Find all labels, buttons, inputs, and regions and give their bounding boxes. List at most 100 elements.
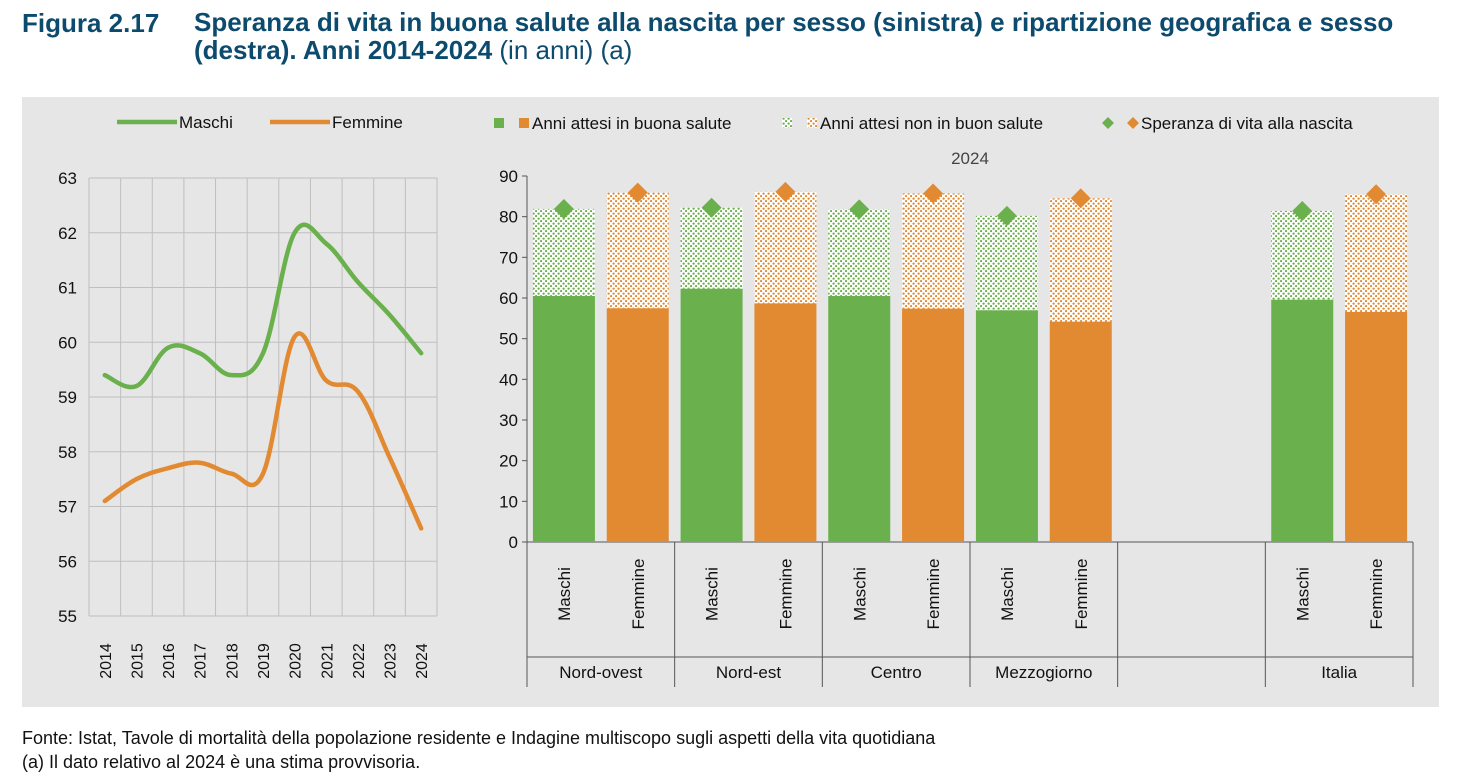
bar-legend-swatch-maschi — [494, 118, 504, 128]
line-y-tick-label: 56 — [58, 552, 77, 571]
bar-y-tick-label: 80 — [499, 208, 518, 227]
bar-chart-subtitle: 2024 — [951, 149, 989, 168]
bar-group-label: Italia — [1321, 663, 1357, 682]
line-chart: 55 56 57 58 59 60 61 62 63 2014 2015 2016 2017 2018 20… — [58, 113, 438, 679]
bar-y-tick-label: 10 — [499, 492, 518, 511]
figure-title-bold: Speranza di vita in buona salute alla na… — [194, 7, 1394, 65]
line-y-tick-label: 60 — [58, 333, 77, 352]
bar-non-buona-salute — [975, 215, 1038, 311]
bar-x-tick-label: Maschi — [555, 567, 574, 621]
line-series-maschi — [102, 222, 424, 390]
bar-buona-salute — [680, 288, 743, 542]
line-x-tick-label: 2014 — [98, 643, 115, 679]
line-y-tick-label: 57 — [58, 498, 77, 517]
bar-speranza-marker — [923, 183, 944, 204]
line-y-tick-label: 61 — [58, 279, 77, 298]
bar-legend-label: Anni attesi in buona salute — [532, 114, 731, 133]
bar-buona-salute — [902, 308, 965, 542]
bar-non-buona-salute — [902, 193, 965, 309]
chart-panel: 55 56 57 58 59 60 61 62 63 2014 2015 2016 2017 2018 20… — [22, 97, 1439, 707]
line-x-tick-label: 2021 — [319, 643, 336, 679]
bar-y-tick-label: 50 — [499, 330, 518, 349]
line-x-tick-label: 2016 — [161, 643, 178, 679]
figure-label: Figura 2.17 — [22, 8, 160, 38]
footnote: (a) Il dato relativo al 2024 è una stima… — [22, 752, 421, 772]
bar-non-buona-salute — [680, 207, 743, 289]
line-y-tick-label: 58 — [58, 443, 77, 462]
line-legend-label: Maschi — [179, 113, 233, 132]
bar-x-tick-label: Maschi — [850, 567, 869, 621]
bar-legend-label: Anni attesi non in buon salute — [820, 114, 1043, 133]
figure-title-unit: (in anni) (a) — [492, 35, 633, 65]
bar-non-buona-salute — [1271, 210, 1334, 300]
bar-buona-salute — [1271, 299, 1334, 542]
bar-non-buona-salute — [1345, 194, 1408, 312]
bar-speranza-marker — [627, 182, 648, 203]
bar-speranza-marker — [996, 205, 1017, 226]
line-series-femmine — [102, 331, 424, 531]
bar-non-buona-salute — [606, 192, 669, 309]
bar-legend-marker-maschi — [1102, 117, 1114, 129]
bar-buona-salute — [975, 310, 1038, 542]
bar-group-label: Nord-ovest — [559, 663, 642, 682]
bar-x-tick-label: Femmine — [776, 559, 795, 630]
bar-speranza-marker — [1292, 200, 1313, 221]
bar-x-tick-label: Femmine — [1367, 559, 1386, 630]
bar-chart: 2024 Anni attesi in buona salute Anni atte… — [494, 114, 1414, 687]
bar-group-label: Mezzogiorno — [995, 663, 1092, 682]
bar-speranza-marker — [1366, 184, 1387, 205]
line-y-tick-label: 62 — [58, 224, 77, 243]
line-x-tick-label: 2022 — [351, 643, 368, 679]
bar-x-tick-label: Femmine — [924, 559, 943, 630]
line-x-tick-label: 2015 — [129, 643, 146, 679]
bar-group-label: Centro — [871, 663, 922, 682]
bar-y-tick-label: 60 — [499, 289, 518, 308]
bar-speranza-marker — [1070, 188, 1091, 209]
figure-footer: Fonte: Istat, Tavole di mortalità della … — [22, 726, 935, 774]
bar-x-tick-label: Maschi — [998, 567, 1017, 621]
bar-legend-label: Speranza di vita alla nascita — [1141, 114, 1353, 133]
line-y-tick-label: 59 — [58, 388, 77, 407]
bar-x-tick-label: Maschi — [703, 567, 722, 621]
bar-buona-salute — [1345, 311, 1408, 542]
bar-y-tick-label: 30 — [499, 411, 518, 430]
bar-y-tick-label: 40 — [499, 370, 518, 389]
bar-y-tick-label: 0 — [509, 533, 518, 552]
bar-non-buona-salute — [754, 191, 817, 304]
line-x-tick-label: 2020 — [288, 643, 305, 679]
source-note: Fonte: Istat, Tavole di mortalità della … — [22, 728, 936, 748]
bar-speranza-marker — [775, 181, 796, 202]
bar-buona-salute — [532, 295, 595, 542]
bar-legend-swatch-maschi — [782, 118, 792, 128]
bar-speranza-marker — [849, 199, 870, 220]
bar-non-buona-salute — [532, 208, 595, 296]
bar-x-tick-label: Maschi — [1293, 567, 1312, 621]
line-legend-label: Femmine — [332, 113, 403, 132]
bar-group-label: Nord-est — [716, 663, 781, 682]
bar-speranza-marker — [553, 198, 574, 219]
line-x-tick-label: 2017 — [193, 643, 210, 679]
bar-y-tick-label: 70 — [499, 248, 518, 267]
line-y-tick-label: 55 — [58, 607, 77, 626]
chart-canvas: 55 56 57 58 59 60 61 62 63 2014 2015 2016 2017 2018 20… — [58, 113, 1414, 687]
bar-speranza-marker — [701, 197, 722, 218]
line-y-tick-label: 63 — [58, 169, 77, 188]
line-x-tick-label: 2023 — [383, 643, 400, 679]
bar-x-tick-label: Femmine — [1072, 559, 1091, 630]
bar-buona-salute — [606, 308, 669, 542]
figure-title: Speranza di vita in buona salute alla na… — [194, 8, 1454, 64]
bar-y-tick-label: 90 — [499, 167, 518, 186]
bar-x-tick-label: Femmine — [629, 559, 648, 630]
line-x-tick-label: 2019 — [256, 643, 273, 679]
line-x-tick-label: 2018 — [224, 643, 241, 679]
bar-legend-swatch-femmine — [807, 118, 817, 128]
bar-legend-marker-femmine — [1127, 117, 1139, 129]
bar-buona-salute — [828, 295, 891, 542]
bar-legend-swatch-femmine — [519, 118, 529, 128]
line-x-tick-label: 2024 — [414, 643, 431, 679]
bar-non-buona-salute — [828, 209, 891, 296]
bar-buona-salute — [754, 303, 817, 542]
bar-non-buona-salute — [1049, 198, 1112, 322]
bar-y-tick-label: 20 — [499, 452, 518, 471]
bar-buona-salute — [1049, 321, 1112, 542]
